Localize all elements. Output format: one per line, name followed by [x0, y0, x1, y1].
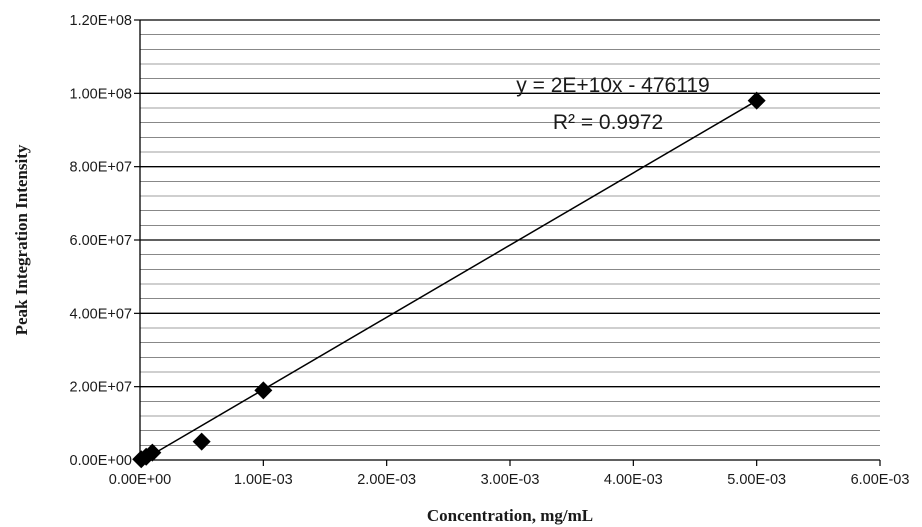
y-tick-label: 4.00E+07	[70, 306, 133, 322]
axes-layer	[134, 19, 881, 466]
x-tick-label: 0.00E+00	[109, 472, 172, 488]
y-tick-label: 1.00E+08	[70, 86, 133, 102]
trendline	[142, 100, 758, 461]
x-tick-label: 5.00E-03	[727, 472, 786, 488]
trendline-equation: y = 2E+10x - 476119	[516, 74, 709, 97]
x-tick-label: 3.00E-03	[481, 472, 540, 488]
data-point-marker	[192, 432, 211, 451]
grid-layer	[140, 19, 880, 446]
x-tick-label: 6.00E-03	[851, 472, 910, 488]
x-axis-title: Concentration, mg/mL	[427, 506, 593, 525]
r-squared-label: R² = 0.9972	[553, 111, 663, 134]
tick-labels: 0.00E+00 2.00E+07 4.00E+07 6.00E+07 8.00E+07…	[70, 13, 910, 488]
y-tick-label: 2.00E+07	[70, 380, 133, 396]
data-point-marker	[254, 381, 273, 400]
y-axis-title: Peak Integration Intensity	[12, 144, 31, 335]
y-tick-label: 0.00E+00	[70, 453, 133, 469]
series-layer	[132, 91, 766, 469]
data-point-marker	[747, 91, 766, 110]
x-tick-label: 4.00E-03	[604, 472, 663, 488]
data-point-marker	[143, 443, 162, 462]
y-tick-label: 1.20E+08	[70, 13, 133, 29]
y-tick-label: 8.00E+07	[70, 160, 133, 176]
x-tick-label: 2.00E-03	[357, 472, 416, 488]
x-tick-label: 1.00E-03	[234, 472, 293, 488]
y-tick-label: 6.00E+07	[70, 233, 133, 249]
